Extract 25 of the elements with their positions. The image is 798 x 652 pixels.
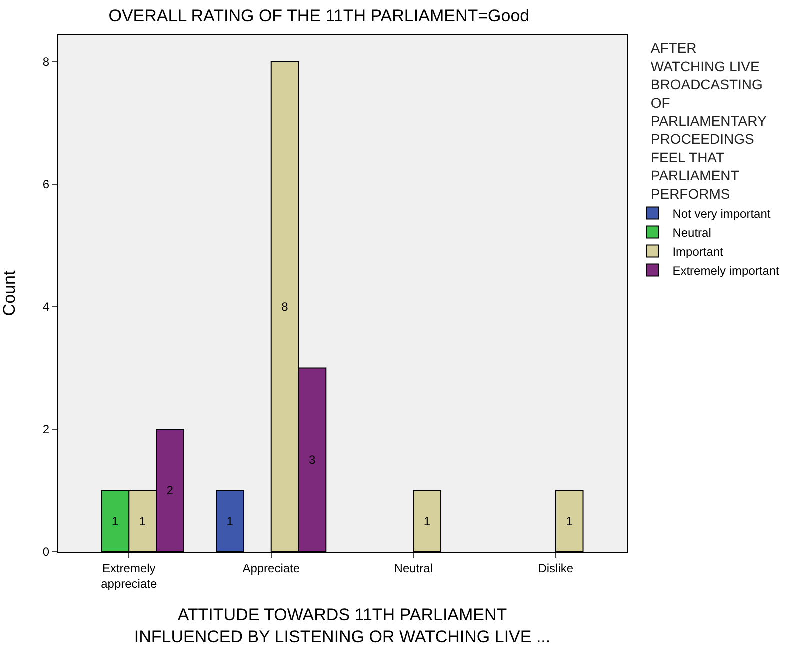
data-label: 8 xyxy=(282,300,289,314)
x-axis-title: ATTITUDE TOWARDS 11TH PARLIAMENT INFLUENCED BY LISTENING OR WATCHING LIVE ... xyxy=(134,605,551,646)
data-label: 1 xyxy=(226,514,234,528)
legend-label: Important xyxy=(672,244,724,259)
y-tick-label: 0 xyxy=(42,545,50,560)
text: AFTER WATCHING LIVE BROADCASTING OF PARLIAMENTARY PROCEEDINGS FEEL THAT PARLIAMENT PERFORMS xyxy=(650,40,767,202)
y-tick-label: 2 xyxy=(42,422,50,437)
legend-label: Not very important xyxy=(672,206,772,221)
data-label: 1 xyxy=(139,514,146,528)
x-tick-label: Neutral xyxy=(394,561,433,576)
y-tick-label: 4 xyxy=(42,300,50,314)
data-label: 1 xyxy=(424,514,431,528)
x-tick-label: Extremely appreciate xyxy=(101,561,158,591)
legend-label: Neutral xyxy=(672,226,712,240)
data-label: 2 xyxy=(166,484,174,498)
y-axis-title: Count xyxy=(0,270,19,316)
x-tick-label: Appreciate xyxy=(242,561,300,576)
chart-title: OVERALL RATING OF THE 11TH PARLIAMENT=Good xyxy=(108,6,530,26)
y-tick-label: 8 xyxy=(42,55,50,70)
data-label: 3 xyxy=(308,453,316,468)
data-label: 1 xyxy=(566,514,574,528)
y-tick-label: 6 xyxy=(42,178,50,192)
legend-label: Extremely important xyxy=(672,264,780,278)
x-tick-label: Dislike xyxy=(538,561,574,576)
data-label: 1 xyxy=(112,514,119,528)
